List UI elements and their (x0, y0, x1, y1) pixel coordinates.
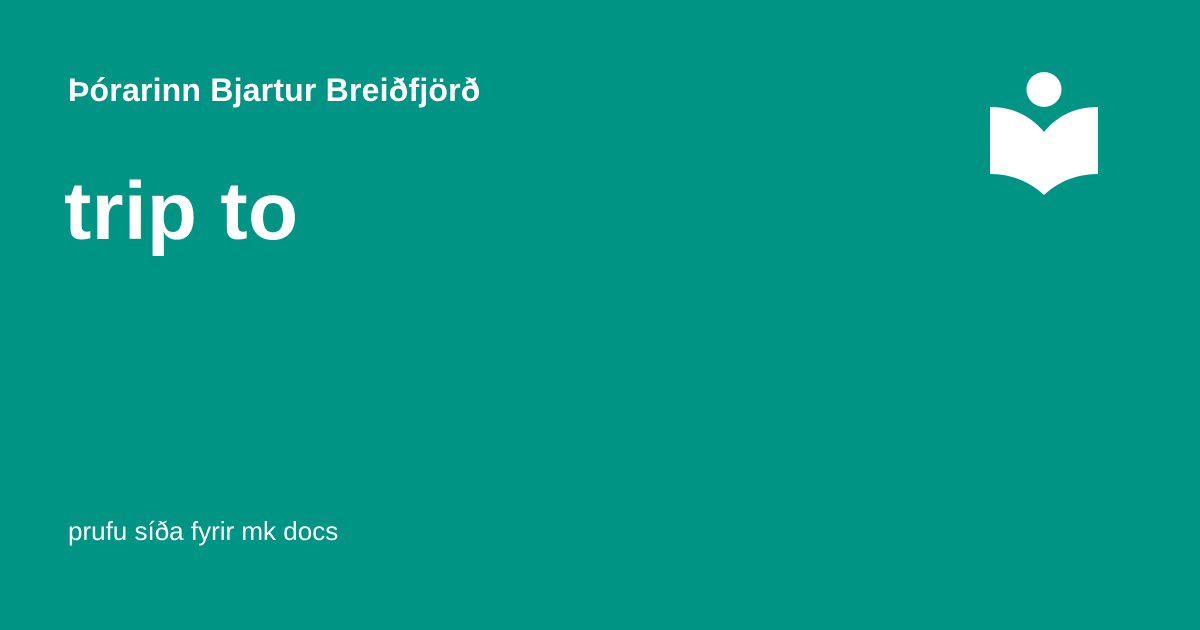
reading-book-icon (990, 72, 1098, 195)
page-title: trip to (64, 166, 299, 257)
site-description: prufu síða fyrir mk docs (68, 516, 339, 546)
author-name: Þórarinn Bjartur Breiðfjörð (68, 72, 481, 108)
